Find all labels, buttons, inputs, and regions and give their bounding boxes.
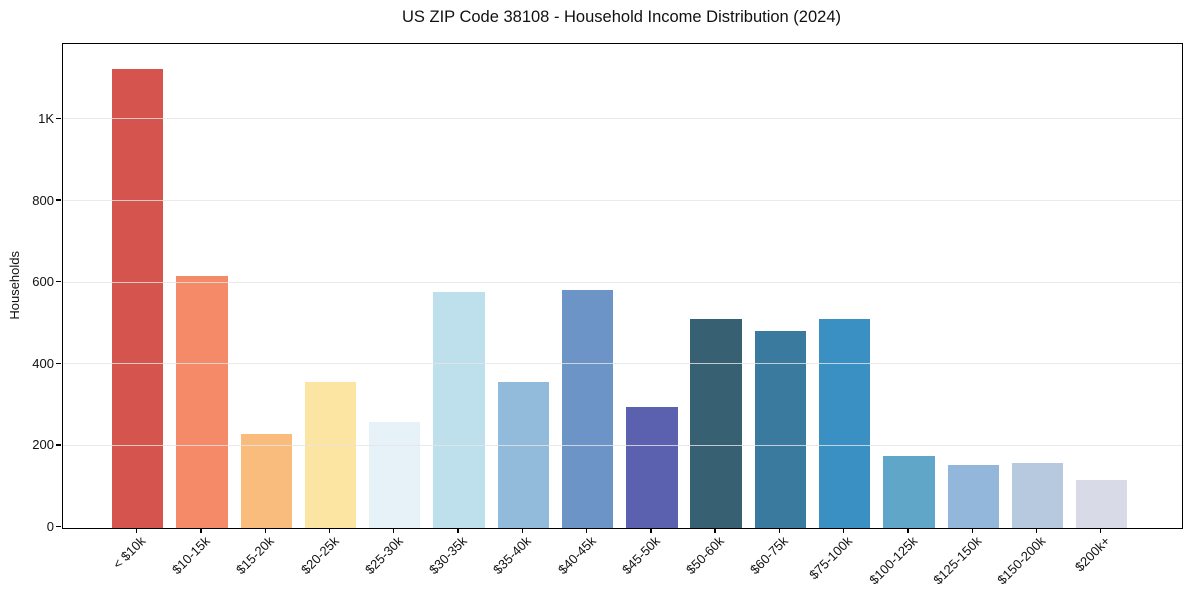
x-tick-label: $100-125k (865, 532, 920, 587)
x-tick-label: $40-45k (554, 532, 599, 577)
x-tick-mark (136, 528, 138, 533)
x-tick-label: $15-20k (233, 532, 278, 577)
gridline (63, 200, 1182, 202)
bar (883, 456, 935, 528)
chart-title: US ZIP Code 38108 - Household Income Dis… (401, 8, 841, 26)
y-tick-label: 400 (32, 355, 54, 371)
x-tick-mark (650, 528, 652, 533)
bar (497, 381, 549, 528)
x-tick-mark (778, 528, 781, 533)
x-tick-label: $125-150k (930, 532, 985, 587)
y-tick-mark (56, 280, 61, 283)
y-tick-mark (56, 362, 61, 364)
gridline (63, 363, 1182, 365)
x-tick-mark (971, 528, 973, 533)
bar (112, 68, 164, 528)
y-tick-label: 800 (32, 192, 54, 208)
bar (947, 465, 999, 528)
bar (176, 275, 228, 528)
bar (561, 289, 614, 528)
bar (626, 407, 678, 528)
y-tick-mark (56, 525, 61, 528)
x-tick-mark (907, 528, 909, 533)
x-tick-mark (521, 528, 523, 533)
bar (240, 434, 292, 528)
x-tick-mark (457, 528, 459, 533)
bar (754, 330, 807, 528)
x-tick-label: $150-200k (994, 532, 1049, 587)
x-tick-label: < $10k (110, 532, 149, 572)
bar (1011, 462, 1064, 528)
bar (369, 421, 421, 528)
x-tick-label: $10-15k (169, 532, 213, 577)
x-tick-mark (714, 528, 716, 533)
x-tick-mark (328, 528, 331, 533)
x-tick-mark (200, 528, 202, 533)
x-tick-label: $30-35k (426, 532, 470, 577)
bar (304, 381, 357, 528)
x-tick-mark (842, 528, 845, 533)
bar (818, 319, 871, 528)
x-tick-label: $200k+ (1071, 532, 1113, 574)
x-tick-label: $60-75k (747, 532, 792, 577)
y-tick-mark (56, 444, 61, 446)
x-tick-mark (585, 528, 588, 533)
gridline (63, 118, 1182, 120)
x-tick-mark (393, 528, 395, 533)
plot-area (62, 43, 1183, 529)
y-tick-label: 1K (38, 110, 54, 126)
x-tick-label: $20-25k (297, 532, 342, 577)
y-tick-label: 200 (32, 437, 54, 453)
x-tick-label: $75-100k (806, 532, 856, 582)
x-tick-mark (264, 528, 266, 533)
bar (1076, 479, 1128, 528)
x-tick-mark (1100, 528, 1102, 533)
x-tick-label: $35-40k (490, 532, 535, 577)
y-tick-label: 0 (46, 519, 54, 534)
x-tick-label: $45-50k (618, 532, 663, 577)
x-tick-label: $50-60k (683, 532, 728, 577)
bar (433, 291, 485, 528)
x-tick-label: $25-30k (361, 532, 406, 577)
bar (690, 319, 742, 528)
y-tick-mark (56, 199, 61, 201)
x-tick-mark (1035, 528, 1038, 533)
gridline (63, 444, 1182, 446)
gridline (63, 281, 1182, 283)
y-tick-mark (56, 117, 61, 120)
y-tick-label: 600 (32, 274, 54, 290)
